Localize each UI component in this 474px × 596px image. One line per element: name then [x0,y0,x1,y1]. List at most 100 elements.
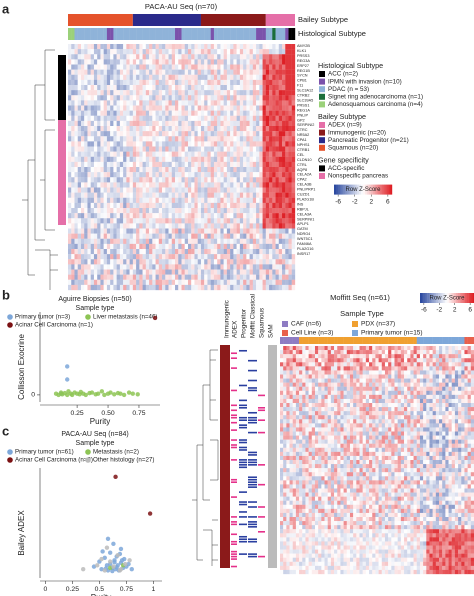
heatmap-cell [226,79,231,86]
heatmap-cell [197,259,202,265]
heatmap-cell [249,182,253,188]
heatmap-cell [139,182,143,188]
heatmap-cell [68,279,72,286]
heatmap-cell [119,126,124,132]
histology-track [171,28,176,40]
heatmap-cell [330,354,335,359]
heatmap-cell [308,398,312,404]
heatmap-cell [84,44,88,50]
sample-type-track [346,337,351,344]
gene-label: NR5A2 [297,133,309,137]
heatmap-cell [246,269,250,275]
heatmap-cell [286,354,290,359]
gene-label: NDRG4 [297,232,310,236]
heatmap-cell [187,64,192,70]
heatmap-cell [467,370,471,375]
heatmap-cell [461,366,465,371]
heatmap-cell [74,105,78,111]
heatmap-cell [171,141,176,147]
heatmap-cell [132,254,137,260]
heatmap-cell [318,398,322,404]
heatmap-cell [324,411,328,416]
heatmap-cell [362,398,367,404]
heatmap-cell [74,44,78,50]
heatmap-cell [84,233,88,239]
heatmap-cell [116,243,121,250]
heatmap-cell [432,358,436,363]
heatmap-cell [74,59,78,65]
heatmap-cell [236,284,241,291]
heatmap-cell [207,161,211,168]
heatmap-cell [74,192,78,198]
heatmap-cell [142,54,146,60]
heatmap-cell [119,249,124,255]
sample-type-track [343,337,347,344]
heatmap-cell [256,172,260,178]
heatmap-cell [291,172,296,178]
heatmap-cell [80,69,85,75]
heatmap-cell [149,259,153,265]
heatmap-cell [71,136,75,142]
heatmap-cell [272,259,276,265]
heatmap-cell [230,274,234,280]
heatmap-cell [426,358,430,363]
heatmap-cell [265,105,270,111]
heatmap-cell [378,382,382,387]
heatmap-cell [388,354,392,359]
heatmap-cell [272,177,276,183]
heatmap-cell [259,151,263,157]
heatmap-cell [226,167,231,173]
heatmap-cell [204,167,208,173]
heatmap-cell [178,233,182,239]
heatmap-cell [90,218,95,224]
heatmap-cell [213,259,218,265]
heatmap-cell [413,386,417,391]
heatmap-cell [262,90,266,96]
heatmap-cell [467,415,471,420]
track-progenitor [239,419,247,421]
heatmap-cell [87,161,91,168]
heatmap-cell [80,90,85,96]
heatmap-cell [87,74,91,81]
heatmap-cell [171,208,176,214]
heatmap-cell [123,151,127,157]
heatmap-cell [442,411,446,416]
heatmap-cell [162,269,166,275]
heatmap-cell [359,390,363,396]
histology-track [217,28,221,40]
heatmap-cell [330,398,335,404]
heatmap-cell [378,362,382,367]
heatmap-cell [142,187,146,193]
heatmap-cell [165,192,169,198]
heatmap-cell [375,386,379,391]
heatmap-cell [207,141,211,147]
heatmap-cell [233,172,237,178]
heatmap-cell [171,213,176,219]
heatmap-cell [155,115,159,122]
heatmap-cell [226,54,231,60]
heatmap-cell [454,382,459,387]
heatmap-cell [381,403,386,408]
heatmap-cell [391,362,395,367]
heatmap-cell [178,274,182,280]
heatmap-cell [77,74,82,81]
point [115,553,120,558]
heatmap-cell [239,59,244,65]
heatmap-cell [275,95,279,101]
heatmap-cell [429,386,433,391]
heatmap-cell [262,151,266,157]
heatmap-cell [84,249,88,255]
heatmap-cell [181,161,185,168]
heatmap-cell [375,358,379,363]
heatmap-cell [407,390,411,396]
heatmap-cell [410,411,414,416]
heatmap-cell [181,54,185,60]
heatmap-cell [280,350,284,355]
heatmap-cell [113,156,117,163]
heatmap-cell [346,358,351,363]
heatmap-cell [282,44,286,50]
heatmap-cell [239,208,244,214]
heatmap-cell [220,213,224,219]
heatmap-cell [249,110,253,116]
heatmap-cell [346,350,351,355]
